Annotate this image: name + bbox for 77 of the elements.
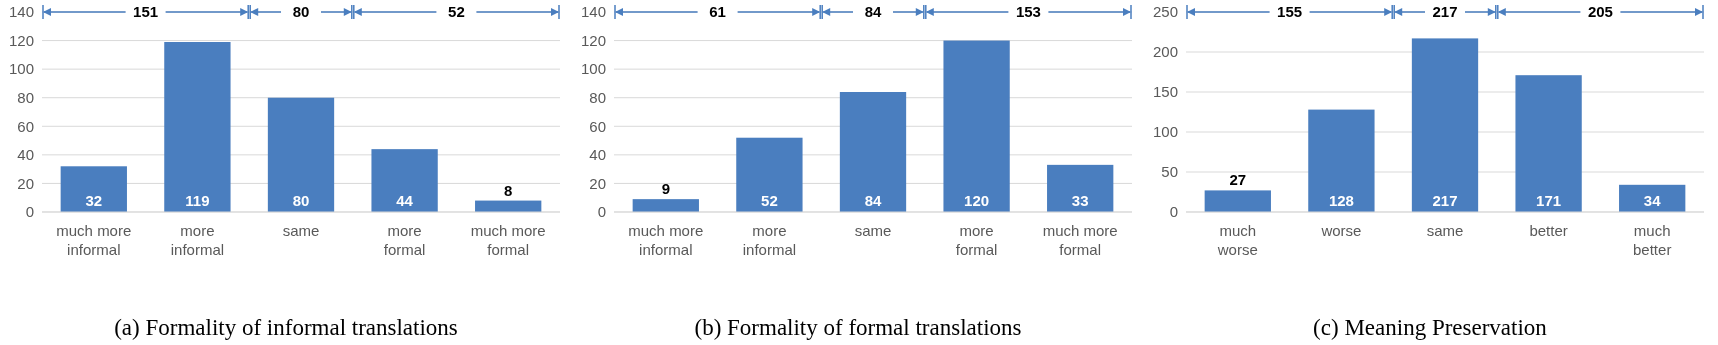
x-tick-label: more informal bbox=[170, 222, 225, 258]
annotation: 155 bbox=[1277, 3, 1303, 20]
x-tick-label: worse bbox=[1320, 222, 1362, 239]
data-label: 33 bbox=[1071, 192, 1089, 209]
y-tick-label: 250 bbox=[1152, 3, 1178, 21]
text: (a) Formality of informal translations bbox=[114, 315, 458, 340]
y-tick-label: 80 bbox=[589, 89, 606, 107]
data-label: 27 bbox=[1229, 171, 1247, 189]
x-tick-label: much more informal bbox=[628, 222, 704, 258]
annotation: 205 bbox=[1587, 3, 1613, 20]
x-tick-label: much more formal bbox=[470, 222, 546, 258]
y-tick-label: 40 bbox=[17, 146, 34, 164]
bar bbox=[1308, 109, 1375, 212]
annotation: 61 bbox=[709, 3, 726, 20]
bar bbox=[1515, 75, 1582, 212]
x-tick-label: much more informal bbox=[56, 222, 132, 258]
bar bbox=[943, 40, 1010, 212]
y-tick-label: 50 bbox=[1161, 163, 1178, 181]
bar bbox=[839, 92, 907, 212]
data-label: 171 bbox=[1536, 192, 1562, 209]
y-tick-label: 20 bbox=[17, 174, 34, 192]
x-tick-label: better bbox=[1529, 222, 1568, 239]
text: (b) Formality of formal translations bbox=[694, 315, 1022, 340]
x-tick-label: same bbox=[282, 222, 320, 239]
bar bbox=[1204, 190, 1271, 212]
y-tick-label: 60 bbox=[589, 117, 606, 135]
y-tick-label: 120 bbox=[8, 31, 34, 49]
bar bbox=[164, 42, 231, 212]
data-label: 119 bbox=[185, 192, 210, 209]
y-tick-label: 60 bbox=[17, 117, 34, 135]
bar bbox=[1411, 38, 1479, 212]
data-label: 9 bbox=[661, 180, 670, 198]
data-label: 32 bbox=[85, 192, 103, 209]
y-tick-label: 150 bbox=[1152, 83, 1178, 101]
x-tick-label: more formal bbox=[383, 222, 426, 258]
y-tick-label: 140 bbox=[580, 3, 606, 21]
text: (c) Meaning Preservation bbox=[1313, 315, 1548, 340]
bar bbox=[1047, 164, 1114, 212]
x-tick-label: same bbox=[854, 222, 892, 239]
y-tick-label: 100 bbox=[580, 60, 606, 78]
y-tick-label: 100 bbox=[1152, 123, 1178, 141]
x-tick-label: much more formal bbox=[1042, 222, 1118, 258]
data-label: 34 bbox=[1643, 192, 1662, 209]
annotation: 52 bbox=[448, 3, 465, 20]
x-tick-label: much better bbox=[1633, 222, 1672, 258]
y-tick-label: 20 bbox=[589, 174, 606, 192]
data-label: 120 bbox=[964, 192, 990, 209]
y-tick-label: 200 bbox=[1152, 43, 1178, 61]
x-tick-label: much worse bbox=[1216, 222, 1258, 258]
y-tick-label: 40 bbox=[589, 146, 606, 164]
data-label: 80 bbox=[292, 192, 310, 209]
x-tick-label: more formal bbox=[955, 222, 998, 258]
data-label: 217 bbox=[1432, 3, 1458, 20]
y-tick-label: 0 bbox=[597, 203, 606, 221]
bar bbox=[632, 199, 699, 212]
x-tick-label: same bbox=[1426, 222, 1464, 239]
data-label: 84 bbox=[864, 192, 882, 209]
y-tick-label: 120 bbox=[580, 31, 606, 49]
bar bbox=[736, 137, 803, 212]
data-label: 44 bbox=[396, 192, 414, 209]
y-tick-label: 140 bbox=[8, 3, 34, 21]
annotation: 151 bbox=[133, 3, 159, 20]
annotation: 217 bbox=[1432, 192, 1458, 209]
data-label: 52 bbox=[761, 192, 778, 209]
y-tick-label: 0 bbox=[25, 203, 34, 221]
y-tick-label: 0 bbox=[1169, 203, 1178, 221]
data-label: 8 bbox=[504, 181, 513, 199]
bar bbox=[371, 149, 438, 212]
y-tick-label: 100 bbox=[8, 60, 34, 78]
annotation: 153 bbox=[1015, 3, 1041, 20]
x-tick-label: more informal bbox=[742, 222, 797, 258]
annotation: 80 bbox=[292, 3, 310, 20]
bar bbox=[267, 97, 335, 212]
annotation: 84 bbox=[864, 3, 882, 20]
data-label: 128 bbox=[1328, 192, 1354, 209]
bar bbox=[60, 166, 127, 212]
y-tick-label: 80 bbox=[17, 89, 34, 107]
